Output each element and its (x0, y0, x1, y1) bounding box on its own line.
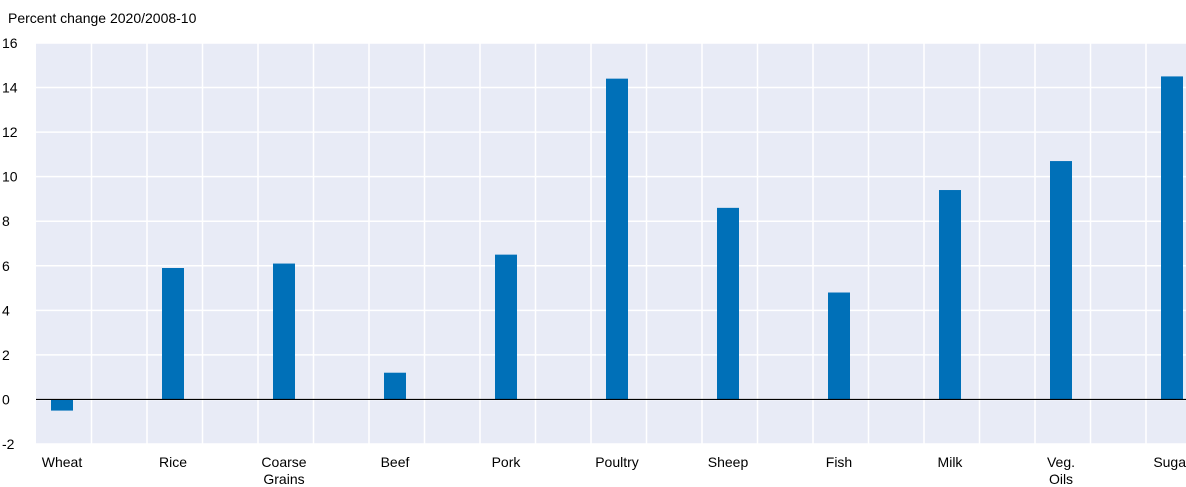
y-tick-labels: -2 0 2 4 6 8 10 12 14 16 (2, 35, 18, 452)
grid-lines (36, 42, 1186, 445)
bar-coarse-grains (273, 263, 295, 400)
bar-fish (828, 292, 850, 400)
x-tick-label: Poultry (595, 454, 639, 470)
bar-sugar (1161, 76, 1183, 400)
y-tick-label: 6 (2, 258, 10, 274)
y-tick-label: 0 (2, 391, 10, 407)
bar-pork (495, 254, 517, 400)
x-tick-label: Veg. Oils (1047, 454, 1075, 487)
y-tick-label: 8 (2, 213, 10, 229)
x-tick-label: Coarse Grains (261, 454, 306, 487)
y-tick-label: 4 (2, 302, 10, 318)
y-tick-label: 2 (2, 347, 10, 363)
x-tick-label: Beef (381, 454, 410, 470)
bar-rice (162, 268, 184, 400)
bar-sheep (717, 207, 739, 400)
bar-poultry (606, 78, 628, 400)
x-tick-label: Wheat (42, 454, 83, 470)
x-tick-label: Milk (938, 454, 964, 470)
x-tick-label: Pork (492, 454, 522, 470)
bar-beef (384, 372, 406, 400)
x-tick-label: Sheep (708, 454, 749, 470)
bar-wheat (51, 399, 73, 411)
y-axis-label: Percent change 2020/2008-10 (8, 10, 197, 26)
x-tick-labels: Wheat Rice Coarse Grains Beef Pork Poultry Shee… (42, 454, 1186, 487)
bars (51, 76, 1183, 411)
x-tick-label: Rice (159, 454, 187, 470)
bar-milk (939, 190, 961, 400)
x-tick-label: Fish (826, 454, 852, 470)
y-tick-label: 10 (2, 169, 18, 185)
y-tick-label: 12 (2, 124, 18, 140)
y-tick-label: -2 (2, 436, 15, 452)
y-tick-label: 14 (2, 80, 18, 96)
x-tick-label: Sugar (1153, 454, 1186, 470)
bar-veg-oils (1050, 161, 1072, 400)
y-tick-label: 16 (2, 35, 18, 51)
